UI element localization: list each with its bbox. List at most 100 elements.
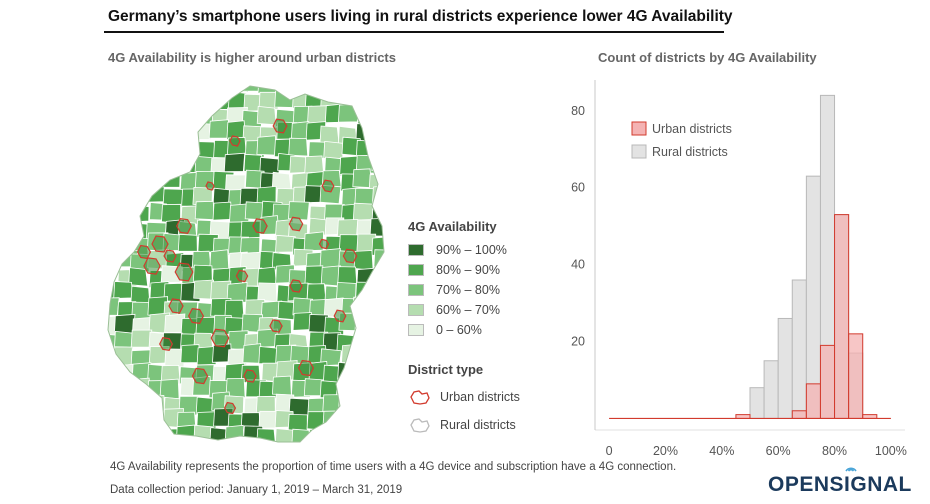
district-region [129, 204, 150, 223]
district-region [371, 93, 384, 114]
legend-rural: Rural districts [408, 411, 578, 439]
district-region [115, 217, 136, 238]
district-region [256, 135, 277, 156]
district-region [293, 443, 312, 456]
district-region [207, 86, 228, 93]
legend-urban-label: Urban districts [440, 390, 520, 404]
district-region [271, 375, 292, 396]
district-region [100, 446, 119, 457]
district-region [112, 108, 133, 129]
legend-label: 70% – 80% [436, 283, 500, 297]
district-region [131, 396, 152, 416]
title-underline [104, 31, 724, 33]
legend-swatch [408, 324, 424, 336]
rural-bar [763, 360, 779, 419]
hist-legend-swatch [631, 121, 647, 136]
legend-swatch [408, 264, 424, 276]
district-region [275, 234, 296, 253]
district-region [165, 86, 186, 97]
district-region [163, 282, 184, 303]
legend-label: 0 – 60% [436, 323, 482, 337]
district-region [113, 281, 134, 299]
district-region [178, 141, 199, 159]
y-tick-label: 60 [571, 181, 585, 195]
district-region [128, 267, 149, 287]
district-region [115, 138, 136, 158]
urban-district [229, 135, 241, 147]
district-region [113, 445, 132, 456]
district-region [386, 92, 401, 110]
signal-icon [845, 467, 857, 472]
district-region [388, 140, 400, 157]
district-region [390, 108, 400, 126]
district-region [336, 439, 357, 442]
map-title: 4G Availability is higher around urban d… [108, 50, 396, 65]
district-region [245, 443, 264, 456]
legend-item: 0 – 60% [408, 320, 578, 340]
urban-district [289, 279, 303, 293]
district-region [389, 269, 400, 286]
district-region [258, 410, 279, 429]
district-region [108, 217, 118, 237]
urban-district [318, 238, 330, 250]
district-region [108, 250, 122, 270]
district-region [372, 107, 384, 128]
district-region [161, 444, 182, 456]
hist-legend-swatch [631, 144, 647, 159]
district-region [339, 86, 360, 94]
district-region [128, 105, 150, 124]
legend-swatch [408, 244, 424, 256]
district-region [108, 202, 121, 224]
urban-district [163, 249, 177, 263]
legend-swatch [408, 284, 424, 296]
district-region [288, 201, 310, 221]
urban-district [174, 262, 194, 282]
district-region [108, 171, 119, 193]
district-region [356, 345, 377, 364]
district-region [130, 444, 149, 457]
district-region [372, 139, 384, 159]
district-region [146, 166, 167, 188]
urban-outline-icon [410, 390, 430, 405]
legend-title: 4G Availability [408, 219, 497, 234]
urban-district [342, 248, 358, 264]
district-region [108, 120, 120, 140]
district-region [369, 286, 384, 307]
district-region [368, 377, 384, 398]
district-region [386, 383, 400, 401]
district-region [352, 202, 374, 221]
district-region [288, 137, 309, 157]
district-region [356, 444, 376, 456]
district-region [113, 393, 135, 412]
legend-label: 80% – 90% [436, 263, 500, 277]
district-region [386, 126, 401, 145]
district-region [353, 250, 374, 271]
legend-rural-label: Rural districts [440, 418, 516, 432]
district-region [132, 137, 154, 158]
urban-district [288, 216, 304, 232]
district-region [320, 86, 340, 93]
district-region [356, 395, 378, 415]
main-title: Germany’s smartphone users living in rur… [108, 8, 733, 25]
district-region [323, 140, 344, 159]
germany-map [100, 76, 400, 456]
district-region [115, 155, 136, 175]
district-region [389, 297, 400, 316]
urban-district [210, 328, 230, 348]
district-region [113, 429, 136, 442]
histogram-svg: 20 40 60 80 0 20% 40% 60% 80% 100% Urban district… [571, 80, 907, 458]
district-region [373, 393, 384, 412]
district-region [177, 233, 198, 252]
district-region [255, 395, 276, 414]
urban-district [168, 298, 184, 314]
district-region [193, 91, 213, 112]
district-region [164, 157, 185, 176]
district-region [322, 410, 343, 429]
urban-district [333, 309, 347, 323]
district-region [112, 185, 133, 204]
district-region [389, 360, 400, 380]
urban-district [159, 337, 173, 351]
district-region [338, 411, 359, 431]
district-region [355, 333, 376, 352]
legend-urban: Urban districts [408, 383, 578, 411]
